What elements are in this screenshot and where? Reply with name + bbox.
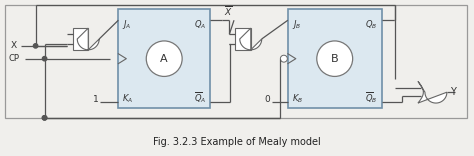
- Circle shape: [33, 44, 38, 48]
- Text: $J_B$: $J_B$: [292, 18, 301, 31]
- Circle shape: [42, 116, 47, 120]
- Text: X: X: [11, 41, 17, 50]
- Text: $K_A$: $K_A$: [122, 93, 134, 105]
- Text: $\overline{Q}_B$: $\overline{Q}_B$: [365, 90, 378, 105]
- Text: $Q_A$: $Q_A$: [194, 18, 206, 31]
- Polygon shape: [73, 28, 88, 50]
- Polygon shape: [418, 81, 447, 103]
- Text: 0: 0: [264, 95, 270, 104]
- Circle shape: [281, 55, 287, 62]
- Bar: [5, 5, 467, 118]
- Text: $Q_B$: $Q_B$: [365, 18, 378, 31]
- Circle shape: [42, 56, 47, 61]
- Bar: [118, 9, 210, 108]
- Text: $\overline{X}$: $\overline{X}$: [224, 4, 233, 18]
- Text: CP: CP: [9, 54, 20, 63]
- Text: B: B: [331, 54, 338, 64]
- Text: Fig. 3.2.3 Example of Mealy model: Fig. 3.2.3 Example of Mealy model: [153, 137, 321, 147]
- Polygon shape: [77, 28, 99, 50]
- Text: A: A: [160, 54, 168, 64]
- Text: Y: Y: [450, 87, 456, 97]
- Polygon shape: [236, 28, 251, 50]
- Text: $K_B$: $K_B$: [292, 93, 303, 105]
- Circle shape: [146, 41, 182, 76]
- Text: $J_A$: $J_A$: [122, 18, 132, 31]
- Circle shape: [317, 41, 353, 76]
- Polygon shape: [240, 28, 262, 50]
- Bar: [288, 9, 382, 108]
- Text: $\overline{Q}_A$: $\overline{Q}_A$: [194, 90, 206, 105]
- Text: 1: 1: [92, 95, 99, 104]
- Circle shape: [42, 116, 47, 120]
